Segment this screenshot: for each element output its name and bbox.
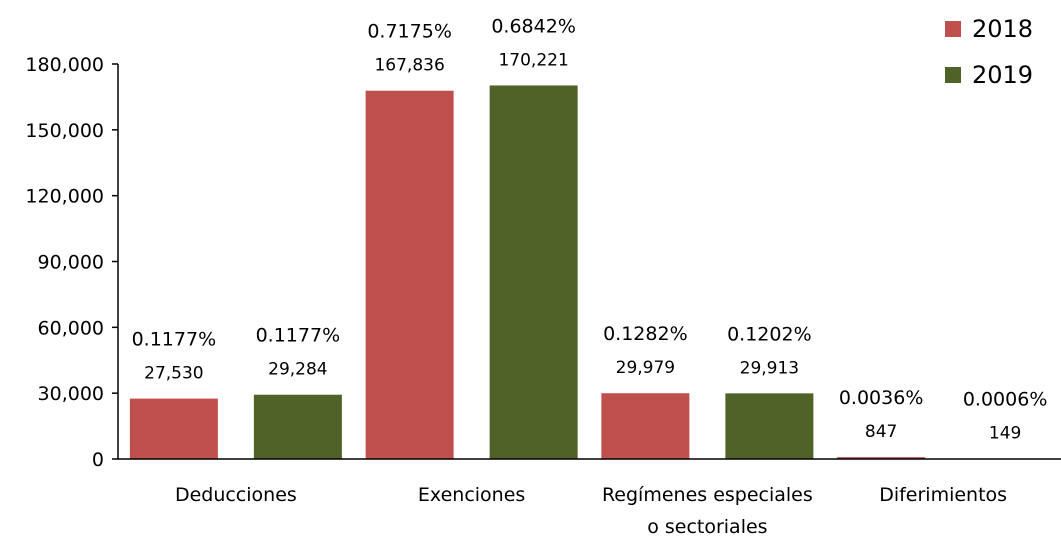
category-label-line: Diferimientos [879, 484, 1007, 506]
y-tick-label: 30,000 [38, 383, 104, 405]
percent-label-2018-2: 0.1282% [603, 323, 688, 345]
category-label: Diferimientos [879, 484, 1007, 506]
bar-2018-0 [129, 398, 218, 459]
y-tick-label: 60,000 [38, 317, 104, 339]
y-axis: 0 30,000 60,000 90,000 120,000 150,000 180,000 [25, 54, 119, 471]
percent-label-2019-3: 0.0006% [963, 389, 1048, 411]
category-label-line: o sectoriales [647, 516, 767, 536]
category-label: Exenciones [418, 484, 525, 506]
value-label-2019-0: 29,284 [268, 360, 327, 380]
percent-label-2019-2: 0.1202% [727, 323, 812, 345]
y-tick-label: 0 [92, 449, 104, 471]
bar-2018-3 [837, 457, 926, 459]
x-axis: Deducciones Exenciones Regímenes especiale… [118, 458, 1061, 536]
bar-2019-2 [725, 393, 814, 459]
category-label-line: Regímenes especiales [602, 484, 813, 506]
legend: 2018 2019 [945, 15, 1033, 89]
value-label-2019-1: 170,221 [498, 50, 568, 70]
category-label-line: Exenciones [418, 484, 525, 506]
bars: 27,530 0.1177% 29,284 0.1177% 167,836 0.7175%… [129, 15, 1050, 459]
percent-label-2018-1: 0.7175% [367, 21, 452, 43]
legend-swatch-2019 [945, 67, 961, 83]
category-label: Deducciones [175, 484, 297, 506]
value-label-2018-2: 29,979 [616, 358, 675, 378]
y-tick-label: 180,000 [25, 54, 104, 76]
bar-2018-2 [601, 393, 690, 459]
value-label-2019-2: 29,913 [740, 358, 799, 378]
category-label: Regímenes especiales o sectoriales [602, 484, 813, 536]
percent-label-2019-1: 0.6842% [491, 15, 576, 37]
legend-label-2018: 2018 [972, 15, 1033, 43]
value-label-2018-1: 167,836 [374, 56, 444, 76]
y-tick-label: 90,000 [38, 252, 104, 274]
value-label-2019-3: 149 [989, 424, 1021, 444]
y-tick-label: 150,000 [25, 120, 104, 142]
bar-2019-0 [253, 394, 342, 459]
percent-label-2019-0: 0.1177% [256, 325, 341, 347]
value-label-2018-3: 847 [865, 422, 897, 442]
value-label-2018-0: 27,530 [144, 364, 203, 384]
percent-label-2018-0: 0.1177% [132, 329, 217, 351]
bar-2019-1 [489, 85, 578, 459]
percent-label-2018-3: 0.0036% [839, 387, 924, 409]
legend-swatch-2018 [945, 21, 961, 37]
bar-2018-1 [365, 90, 454, 459]
legend-label-2019: 2019 [972, 61, 1033, 89]
y-tick-label: 120,000 [25, 186, 104, 208]
category-label-line: Deducciones [175, 484, 297, 506]
